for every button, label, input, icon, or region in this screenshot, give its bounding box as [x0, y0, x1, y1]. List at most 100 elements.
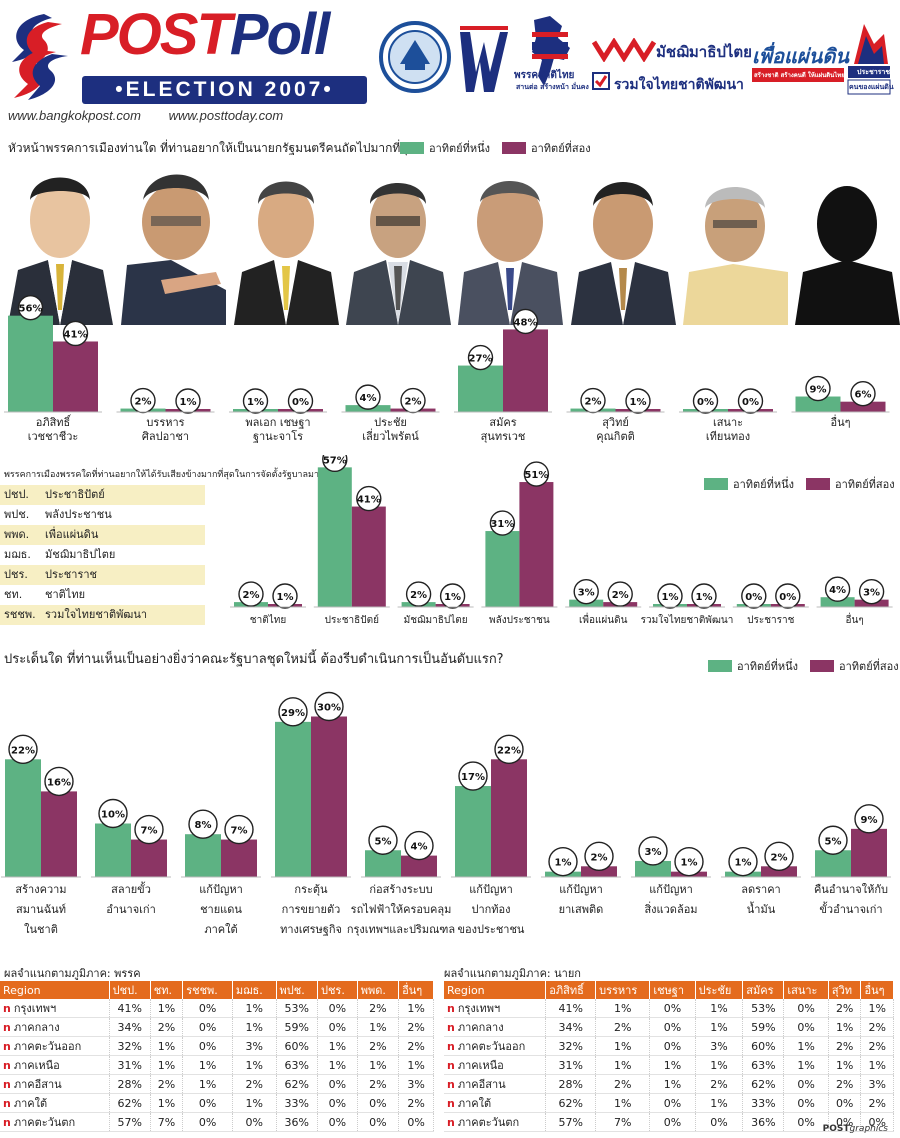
bullet-icon: n	[3, 1078, 11, 1091]
category-label: เวชชาชีวะ	[28, 430, 79, 443]
url-bangkokpost[interactable]: www.bangkokpost.com	[8, 108, 141, 123]
category-label: ก่อสร้างระบบ	[369, 883, 432, 896]
value-bubble	[741, 583, 767, 609]
value-cell: 0%	[783, 999, 829, 1018]
category-label: ประชัย	[374, 416, 407, 429]
category-group: 3% 2% เพื่อแผ่นดิน	[565, 578, 642, 626]
bar-second	[351, 506, 386, 607]
category-label: สมัคร	[489, 416, 516, 429]
data-label: 1%	[555, 858, 572, 869]
title-poll: Poll	[229, 2, 330, 67]
value-cell: 31%	[109, 1055, 151, 1075]
value-cell: 3%	[695, 1036, 744, 1056]
category-label: แก้ปัญหา	[199, 883, 243, 896]
table-row: n ภาคใต้ 62% 1% 0% 1% 33% 0% 0% 2%	[444, 1093, 894, 1113]
chart2-legend: อาทิตย์ที่หนึ่ง อาทิตย์ที่สอง	[704, 475, 900, 493]
value-cell: 2%	[595, 1017, 651, 1037]
value-cell: 28%	[109, 1074, 151, 1094]
value-cell: 2%	[828, 1036, 862, 1056]
chart1-title: หัวหน้าพรรคการเมืองท่านใด ที่ท่านอยากให้…	[8, 141, 422, 155]
value-bubble	[8, 734, 38, 765]
category-label: บรรหาร	[146, 416, 184, 429]
value-cell: 1%	[695, 1093, 744, 1113]
value-bubble	[134, 814, 164, 845]
portrait-suwit	[571, 160, 676, 325]
column-header: อภิสิทธิ์	[545, 981, 597, 999]
category-group: 5% 9% คืนอำนาจให้กับขั้วอำนาจเก่า	[811, 804, 891, 916]
value-cell: 2%	[860, 1017, 894, 1037]
data-label: 8%	[195, 820, 212, 831]
value-bubble	[224, 814, 254, 845]
value-bubble	[62, 320, 89, 347]
checkbox-mark-icon	[592, 72, 610, 90]
data-label: 2%	[585, 397, 602, 408]
chart-thai-name: พรรคชาติไทย	[514, 70, 575, 81]
bullet-icon: n	[447, 1116, 455, 1129]
value-cell: 2%	[357, 999, 400, 1018]
data-label: 1%	[180, 397, 197, 408]
data-label: 4%	[360, 393, 377, 404]
value-cell: 1%	[828, 1017, 862, 1037]
category-label: กรุงเทพฯและปริมณฑล	[347, 923, 455, 936]
table-row: n กรุงเทพฯ 41% 1% 0% 1% 53% 0% 2% 1%	[0, 999, 434, 1018]
data-label: 2%	[771, 852, 788, 863]
region-cell: n ภาคกลาง	[0, 1017, 110, 1037]
region-cell: n ภาคใต้	[444, 1093, 547, 1113]
value-cell: 3%	[232, 1036, 277, 1056]
category-group: 4% 2% ประชัยเลี่ยวไพรัตน์	[341, 384, 440, 443]
bar-second	[851, 828, 887, 877]
value-cell: 32%	[109, 1036, 151, 1056]
category-label: ขั้วอำนาจเก่า	[819, 901, 882, 916]
category-group: 27% 48% สมัครสุนทรเวช	[454, 308, 552, 443]
value-bubble	[322, 455, 348, 473]
bullet-icon: n	[3, 1059, 11, 1072]
party-region-table: Region ปชป. ชท. รชชพ. มฌธ. พปช. ปชร. พพด. อื่นๆ n…	[0, 981, 434, 1132]
bar-first	[5, 759, 41, 877]
category-group: 31% 51% พลังประชาชน	[481, 461, 558, 626]
party-abbreviation-list: ปชป. ประชาธิปัตย์ พปช. พลังประชาชน พพด. เพื่อ…	[0, 485, 205, 625]
value-cell: 63%	[742, 1055, 785, 1075]
bullet-icon: n	[447, 1040, 455, 1053]
value-bubble	[489, 510, 516, 536]
column-header: ปชป.	[109, 981, 151, 999]
value-bubble	[467, 344, 494, 371]
data-label: 1%	[662, 592, 679, 603]
url-posttoday[interactable]: www.posttoday.com	[168, 108, 284, 123]
value-cell: 0%	[317, 1112, 358, 1132]
party-region-table-title: ผลจำแนกตามภูมิภาค: พรรค	[4, 967, 141, 980]
data-label: 1%	[444, 592, 461, 603]
bullet-icon: n	[447, 1021, 455, 1034]
column-header: สมัคร	[742, 981, 785, 999]
bar-first	[455, 786, 491, 877]
abbr-code: ชท.	[4, 588, 23, 601]
data-label: 2%	[405, 397, 422, 408]
value-bubble	[272, 583, 298, 609]
category-label: แก้ปัญหา	[559, 883, 603, 896]
bar-first	[8, 315, 53, 412]
value-cell: 2%	[357, 1074, 400, 1094]
value-bubble	[737, 388, 764, 414]
legend-first-label: อาทิตย์ที่หนึ่ง	[737, 660, 799, 673]
data-label: 2%	[612, 590, 629, 601]
category-label: สิ่งแวดล้อม	[644, 901, 697, 916]
bar-second	[519, 482, 554, 607]
column-header: พปช.	[276, 981, 318, 999]
category-label: พลเอก เชษฐา	[245, 416, 310, 429]
region-cell: n ภาคอีสาน	[444, 1074, 547, 1094]
bar-first	[95, 823, 131, 877]
category-label: ชาติไทย	[250, 614, 286, 626]
value-bubble	[728, 846, 758, 877]
column-header: พพด.	[357, 981, 400, 999]
portrait-prachai	[346, 160, 451, 325]
column-header: เชษฐา	[649, 981, 696, 999]
title-post: POST	[80, 2, 232, 67]
value-cell: 0%	[649, 999, 696, 1018]
legend-first-label: อาทิตย์ที่หนึ่ง	[429, 142, 491, 155]
value-bubble	[584, 841, 614, 872]
data-label: 17%	[461, 772, 485, 783]
data-label: 1%	[630, 397, 647, 408]
value-cell: 0%	[783, 1112, 829, 1132]
value-cell: 2%	[860, 1036, 894, 1056]
